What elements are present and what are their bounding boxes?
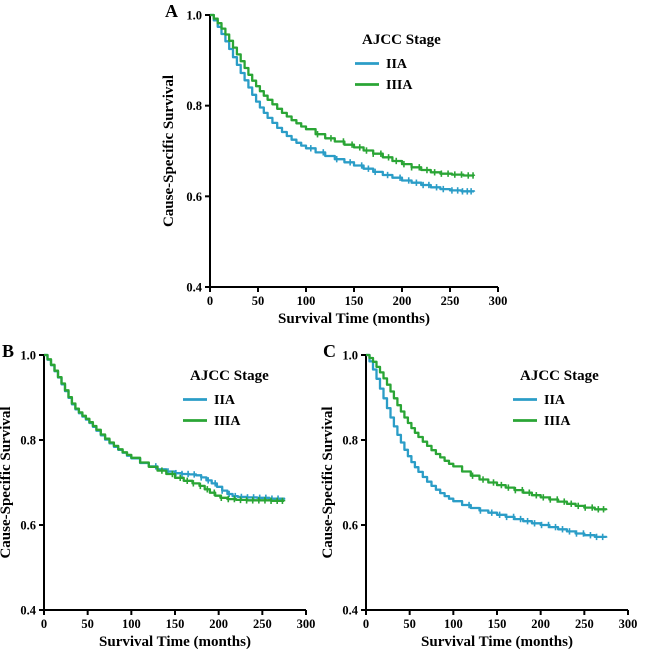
svg-text:0.6: 0.6 [342, 519, 358, 533]
svg-text:0.4: 0.4 [342, 604, 358, 618]
svg-text:200: 200 [393, 294, 412, 308]
svg-text:50: 50 [403, 617, 416, 631]
km-plot-panel-C: 1.0 0.8 0.6 0.4 0 50 100 150 200 250 300 Survival T… [320, 349, 638, 651]
svg-text:0: 0 [207, 294, 213, 308]
svg-text:0.6: 0.6 [20, 519, 36, 533]
panel-label-A: A [165, 1, 178, 21]
svg-text:150: 150 [166, 617, 185, 631]
panel-label-B: B [2, 341, 15, 361]
svg-text:IIIA: IIIA [386, 78, 413, 93]
svg-text:0: 0 [363, 617, 369, 631]
svg-text:Cause-Specific Survival: Cause-Specific Survival [0, 406, 14, 558]
svg-text:0: 0 [41, 617, 47, 631]
svg-text:AJCC Stage: AJCC Stage [362, 32, 441, 48]
svg-text:50: 50 [81, 617, 94, 631]
svg-text:300: 300 [297, 617, 316, 631]
svg-text:Survival Time (months): Survival Time (months) [99, 634, 251, 650]
svg-text:IIIA: IIIA [544, 414, 571, 429]
svg-text:0.8: 0.8 [186, 99, 202, 113]
svg-text:IIA: IIA [544, 393, 566, 408]
svg-text:1.0: 1.0 [20, 349, 36, 363]
svg-text:200: 200 [209, 617, 228, 631]
svg-text:AJCC Stage: AJCC Stage [190, 368, 269, 384]
svg-text:100: 100 [297, 294, 316, 308]
svg-text:Cause-Specific Survival: Cause-Specific Survival [320, 406, 336, 558]
svg-text:250: 250 [253, 617, 272, 631]
svg-text:Cause-Specific Survival: Cause-Specific Survival [161, 75, 177, 227]
svg-text:0.4: 0.4 [20, 604, 36, 618]
svg-text:0.6: 0.6 [186, 190, 202, 204]
km-plot-panel-B: 1.0 0.8 0.6 0.4 0 50 100 150 200 250 300 Survival T… [0, 349, 316, 651]
svg-text:0.4: 0.4 [186, 281, 202, 295]
svg-text:IIIA: IIIA [214, 414, 241, 429]
svg-text:IIA: IIA [386, 57, 408, 72]
svg-text:300: 300 [489, 294, 508, 308]
svg-text:250: 250 [575, 617, 594, 631]
svg-text:250: 250 [441, 294, 460, 308]
panel-label-C: C [323, 341, 336, 361]
km-plot-panel-A: 1.0 0.8 0.6 0.4 0 50 100 150 200 250 300 Survival T… [161, 9, 508, 328]
svg-text:200: 200 [531, 617, 550, 631]
svg-text:1.0: 1.0 [186, 9, 202, 23]
svg-text:1.0: 1.0 [342, 349, 358, 363]
svg-text:150: 150 [488, 617, 507, 631]
svg-text:50: 50 [252, 294, 265, 308]
svg-text:Survival Time (months): Survival Time (months) [278, 311, 430, 327]
svg-text:100: 100 [122, 617, 141, 631]
svg-text:AJCC Stage: AJCC Stage [520, 368, 599, 384]
svg-text:0.8: 0.8 [342, 434, 358, 448]
svg-text:0.8: 0.8 [20, 434, 36, 448]
svg-text:150: 150 [345, 294, 364, 308]
svg-text:IIA: IIA [214, 393, 236, 408]
svg-text:Survival Time (months): Survival Time (months) [421, 634, 573, 650]
svg-text:100: 100 [444, 617, 463, 631]
svg-text:300: 300 [619, 617, 638, 631]
